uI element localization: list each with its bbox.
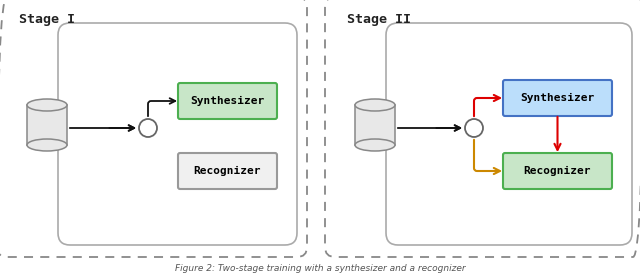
FancyBboxPatch shape [503,80,612,116]
FancyBboxPatch shape [178,83,277,119]
Ellipse shape [355,99,395,111]
Bar [355,105,395,145]
FancyBboxPatch shape [178,153,277,189]
Text: Recognizer: Recognizer [524,166,591,176]
FancyBboxPatch shape [58,23,297,245]
Ellipse shape [27,99,67,111]
Text: Synthesizer: Synthesizer [190,96,264,106]
Text: Recognizer: Recognizer [194,166,261,176]
Ellipse shape [355,139,395,151]
Bar [27,105,67,145]
Circle shape [139,119,157,137]
Text: Stage I: Stage I [19,13,75,26]
Text: Synthesizer: Synthesizer [520,93,595,103]
FancyBboxPatch shape [386,23,632,245]
Text: Figure 2: Two-stage training with a synthesizer and a recognizer: Figure 2: Two-stage training with a synt… [175,264,465,273]
Ellipse shape [27,139,67,151]
Text: Stage II: Stage II [347,13,411,26]
Circle shape [465,119,483,137]
FancyBboxPatch shape [503,153,612,189]
